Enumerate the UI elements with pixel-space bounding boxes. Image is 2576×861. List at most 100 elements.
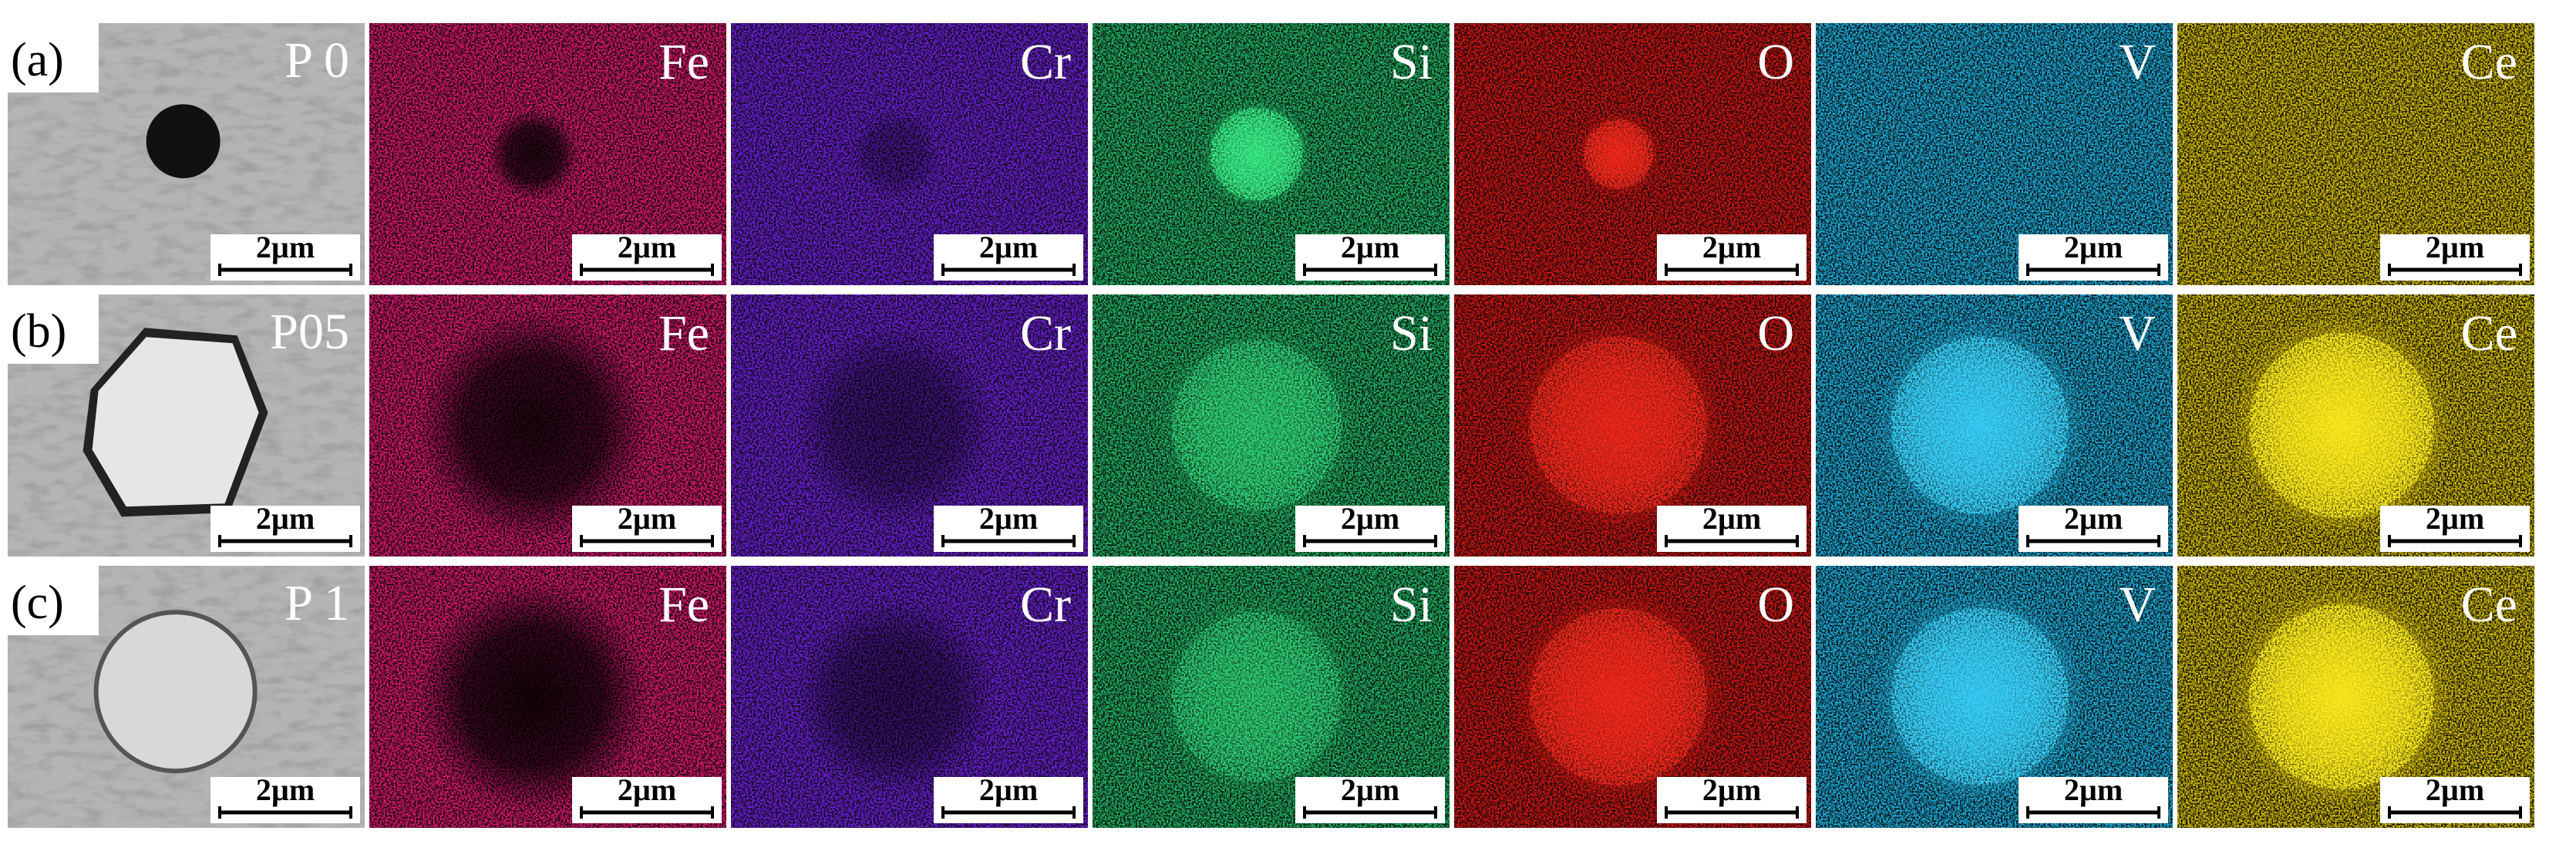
scale-bar-label: 2µm: [2064, 501, 2123, 536]
map-tile: Ce 2µm: [2177, 23, 2534, 285]
scale-bar-box: [1295, 234, 1445, 281]
scale-bar-box: [210, 234, 360, 281]
scale-bar-box: [210, 506, 360, 552]
sem-tile: (a) P 0 2µm: [8, 23, 365, 285]
element-label: Si: [1390, 305, 1433, 362]
scale-bar-box: [210, 777, 360, 823]
scale-bar-box: [2019, 506, 2168, 552]
scale-bar-box: [1295, 506, 1445, 552]
scale-bar-label: 2µm: [979, 230, 1038, 264]
element-rich-signal: [2248, 333, 2434, 518]
sem-tile: (c) P 1 2µm: [8, 566, 365, 828]
map-tile: O 2µm: [1454, 294, 1811, 557]
scale-bar-label: 2µm: [1341, 501, 1399, 536]
element-depleted-region: [488, 109, 579, 200]
row-label: (c): [11, 577, 64, 629]
map-tile: Si 2µm: [1093, 566, 1450, 828]
scale-bar-box: [1657, 234, 1807, 281]
scale-bar-label: 2µm: [2426, 501, 2484, 536]
scale-bar-label: 2µm: [1702, 772, 1761, 807]
scale-bar-label: 2µm: [2426, 772, 2484, 807]
scale-bar-box: [572, 234, 722, 281]
element-label: Cr: [1020, 34, 1071, 90]
map-tile: V 2µm: [1816, 23, 2173, 285]
inclusion: [92, 337, 259, 507]
scale-bar-label: 2µm: [2426, 230, 2484, 264]
scale-bar-box: [934, 777, 1083, 823]
scale-bar-label: 2µm: [2064, 230, 2123, 264]
element-depleted-region: [794, 597, 995, 797]
scale-bar-box: [934, 506, 1083, 552]
sem-tile: (b) P05 2µm: [8, 294, 365, 557]
row-label-box: [8, 566, 99, 635]
sample-label: P 1: [285, 575, 349, 631]
scale-bar-box: [2019, 777, 2168, 823]
element-label: Si: [1390, 34, 1433, 90]
map-tile: O 2µm: [1454, 23, 1811, 285]
scale-bar-label: 2µm: [618, 501, 676, 536]
element-label: V: [2119, 577, 2156, 633]
element-depleted-region: [850, 109, 941, 200]
element-depleted-region: [418, 310, 649, 541]
scale-bar-box: [1295, 777, 1445, 823]
element-rich-signal: [1891, 608, 2069, 785]
scale-bar-label: 2µm: [1702, 501, 1761, 536]
element-label: Cr: [1020, 305, 1071, 362]
scale-bar-label: 2µm: [979, 772, 1038, 807]
inclusion: [98, 614, 253, 769]
map-tile: Fe 2µm: [369, 294, 726, 557]
element-label: Cr: [1020, 577, 1071, 633]
element-label: Si: [1390, 577, 1433, 633]
map-tile: V 2µm: [1816, 294, 2173, 557]
scale-bar-box: [2380, 234, 2530, 281]
element-rich-signal: [2248, 604, 2434, 789]
scale-bar-box: [2019, 234, 2168, 281]
inclusion: [146, 104, 221, 179]
scale-bar-label: 2µm: [979, 501, 1038, 536]
map-tile: Si 2µm: [1093, 294, 1450, 557]
element-depleted-region: [794, 325, 995, 526]
row-label: (a): [11, 34, 64, 86]
scale-bar-box: [572, 777, 722, 823]
element-label: O: [1757, 305, 1794, 362]
element-label: Fe: [658, 34, 709, 90]
element-label: V: [2119, 305, 2156, 362]
element-label: O: [1757, 577, 1794, 633]
element-depleted-region: [418, 581, 649, 812]
element-rich-signal: [1583, 119, 1653, 189]
element-rich-signal: [1210, 108, 1303, 200]
scale-bar-box: [572, 506, 722, 552]
element-label: Ce: [2461, 305, 2517, 362]
map-tile: V 2µm: [1816, 566, 2173, 828]
scale-bar-label: 2µm: [618, 772, 676, 807]
scale-bar-label: 2µm: [256, 230, 315, 264]
map-tile: Si 2µm: [1093, 23, 1450, 285]
map-tile: Ce 2µm: [2177, 566, 2534, 828]
element-rich-signal: [1529, 608, 1707, 785]
element-label: V: [2119, 34, 2156, 90]
scale-bar-box: [2380, 506, 2530, 552]
map-tile: Cr 2µm: [731, 566, 1088, 828]
map-tile: O 2µm: [1454, 566, 1811, 828]
element-rich-signal: [1171, 612, 1342, 782]
map-tile: Fe 2µm: [369, 23, 726, 285]
element-rich-signal: [1891, 337, 2069, 514]
scale-bar-label: 2µm: [618, 230, 676, 264]
map-tile: Ce 2µm: [2177, 294, 2534, 557]
element-label: Fe: [658, 577, 709, 633]
scale-bar-box: [2380, 777, 2530, 823]
element-rich-signal: [1171, 341, 1342, 510]
scale-bar-label: 2µm: [2064, 772, 2123, 807]
row-label-box: [8, 23, 99, 92]
scale-bar-box: [1657, 777, 1807, 823]
scale-bar-label: 2µm: [1341, 230, 1399, 264]
map-tile: Cr 2µm: [731, 294, 1088, 557]
row-label-box: [8, 294, 99, 364]
element-label: O: [1757, 34, 1794, 90]
element-rich-signal: [1529, 337, 1707, 514]
map-tile: Fe 2µm: [369, 566, 726, 828]
scale-bar-label: 2µm: [1702, 230, 1761, 264]
scale-bar-label: 2µm: [256, 501, 315, 536]
scale-bar-label: 2µm: [1341, 772, 1399, 807]
